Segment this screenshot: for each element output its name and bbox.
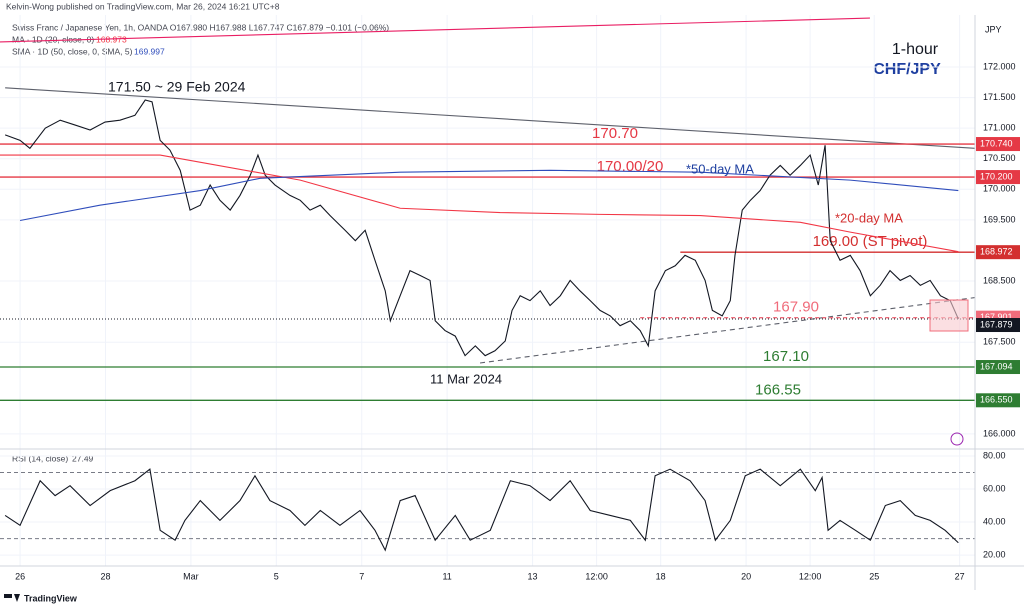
x-tick-label: Mar (183, 571, 199, 581)
y-tick-label: 170.500 (983, 153, 1016, 163)
currency: JPY (985, 24, 1002, 34)
price-tag-label: 168.972 (980, 247, 1013, 257)
y-tick-label: 172.000 (983, 61, 1016, 71)
x-tick-label: 5 (274, 571, 279, 581)
price-tag-label: 170.200 (980, 171, 1013, 181)
annotation: 171.50 ~ 29 Feb 2024 (108, 79, 246, 95)
y-tick-label: 168.500 (983, 275, 1016, 285)
ma-legend: MA · 1D (20, close, 0) (12, 34, 94, 44)
trendline (5, 87, 976, 149)
price-tag-label: 167.901 (980, 312, 1013, 322)
level-note: 170.00/20 (597, 158, 664, 175)
price-tag (976, 393, 1020, 408)
x-tick-label: 20 (741, 571, 751, 581)
level-note: 167.10 (763, 348, 809, 365)
x-tick-label: 18 (656, 571, 666, 581)
chart-title: 1-hour (892, 41, 939, 58)
y-tick-label: 80.00 (983, 450, 1006, 460)
layout (0, 15, 1024, 602)
price-line (4, 468, 959, 552)
price-tag-label: 170.740 (980, 138, 1013, 148)
y-tick-label: 171.000 (983, 123, 1016, 133)
y-tick-label: 169.500 (983, 214, 1016, 224)
rsi-title: RSI (14, close) (12, 453, 68, 463)
indicator-line (19, 169, 959, 222)
x-tick-label: 13 (528, 571, 538, 581)
level-note: 166.55 (755, 381, 801, 398)
logo (4, 594, 20, 602)
price-tag-label: 166.550 (980, 395, 1013, 405)
indicator-line (0, 17, 870, 43)
footer-brand: TradingView (24, 593, 78, 603)
chart-subtitle: CHF/JPY (873, 61, 941, 78)
annotation: 11 Mar 2024 (430, 371, 502, 386)
x-tick-label: 12:00 (585, 571, 608, 581)
y-tick-label: 170.000 (983, 184, 1016, 194)
price-line (4, 99, 959, 357)
sma-legend: SMA · 1D (50, close, 0, SMA, 5) (12, 46, 133, 56)
x-tick-label: 28 (100, 571, 110, 581)
x-tick-label: 25 (869, 571, 879, 581)
price-tag (976, 318, 1020, 333)
y-tick-label: 60.00 (983, 483, 1006, 493)
price-tag (976, 360, 1020, 375)
price-tag (976, 245, 1020, 260)
x-tick-label: 11 (442, 571, 451, 581)
sma-value: 169.997 (134, 46, 165, 56)
annotation: *20-day MA (835, 210, 903, 225)
level-note: 170.70 (592, 125, 638, 142)
price-tag-label: 167.094 (980, 361, 1013, 371)
level-note: 169.00 (ST pivot) (813, 233, 928, 250)
rsi-value: 27.49 (72, 453, 94, 463)
trendline (479, 297, 976, 364)
price-tag (976, 170, 1020, 185)
x-tick-label: 12:00 (799, 571, 822, 581)
alert-icon (950, 432, 964, 446)
price-tag (976, 137, 1020, 152)
symbol-info: Swiss Franc / Japanese Yen, 1h, OANDA O1… (12, 22, 389, 32)
annotation: *50-day MA (686, 161, 754, 176)
highlight-box (929, 299, 969, 332)
price-tag-label: 167.879 (980, 319, 1013, 329)
indicator-line (0, 154, 959, 253)
level-note: 167.90 (773, 299, 819, 316)
x-tick-label: 26 (15, 571, 25, 581)
publisher: Kelvin-Wong published on TradingView.com… (6, 1, 280, 11)
y-tick-label: 171.500 (983, 92, 1016, 102)
y-tick-label: 20.00 (983, 549, 1006, 559)
x-tick-label: 27 (955, 571, 965, 581)
y-tick-label: 166.000 (983, 428, 1016, 438)
x-tick-label: 7 (359, 571, 364, 581)
y-tick-label: 40.00 (983, 516, 1006, 526)
y-tick-label: 167.500 (983, 337, 1016, 347)
